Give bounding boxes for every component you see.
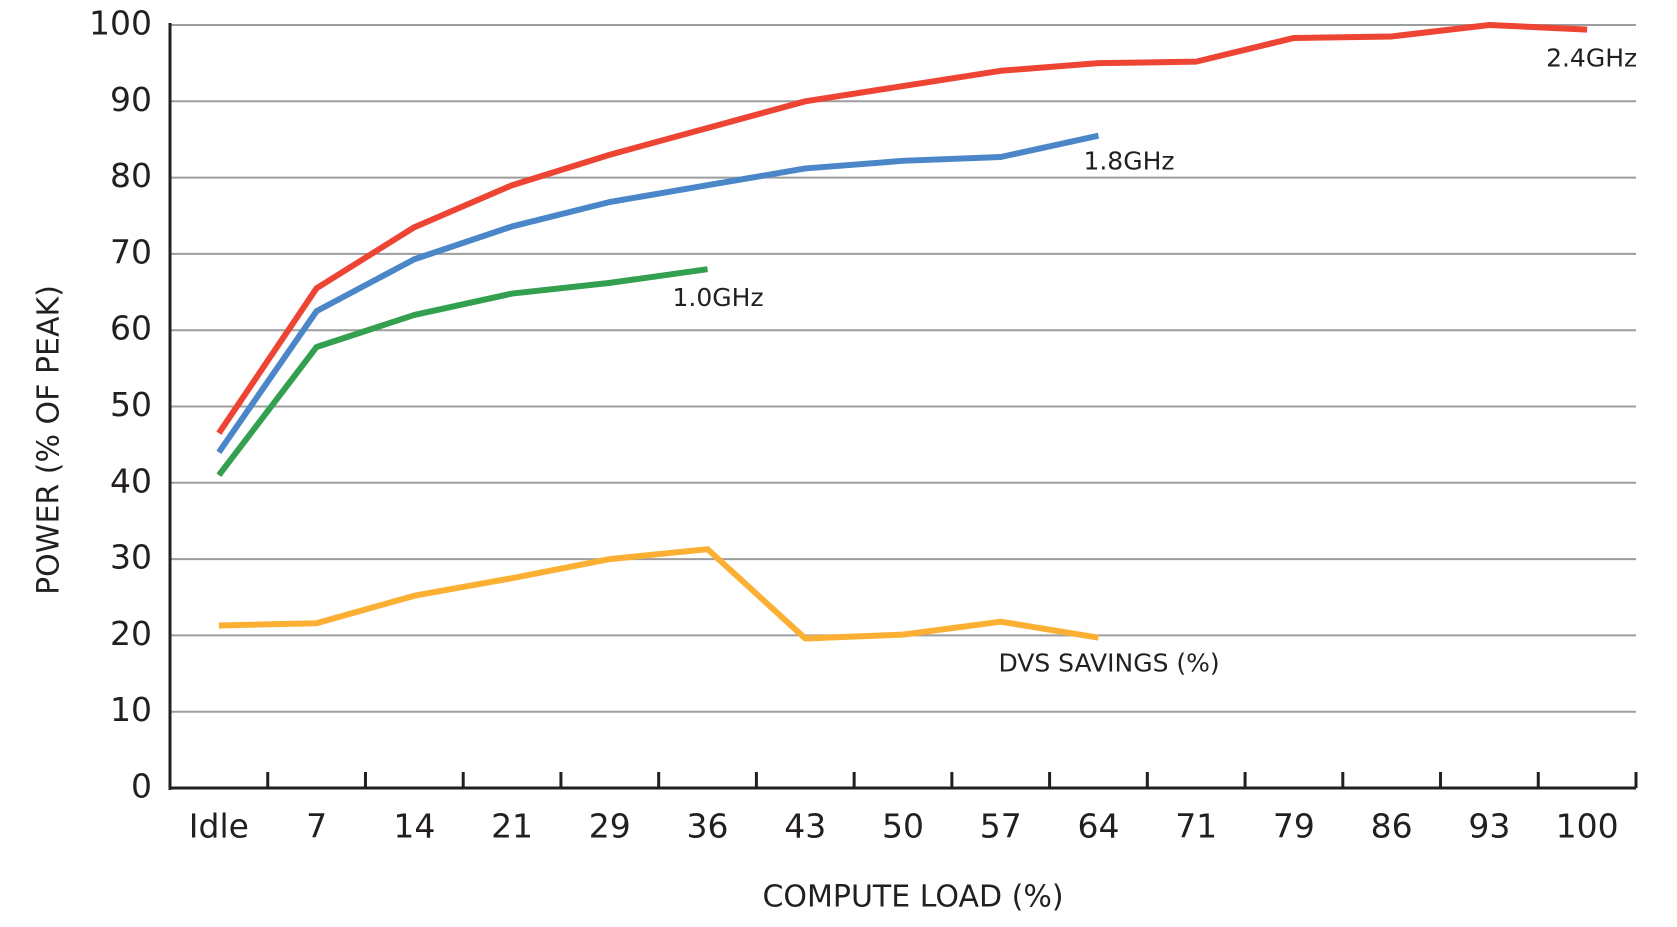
x-tick-label: 86 [1371, 807, 1413, 846]
y-tick-label: 100 [89, 4, 152, 43]
series-line [216, 22, 1588, 435]
series-label: 1.8GHz [1083, 147, 1174, 176]
x-tick-label: 57 [980, 807, 1022, 846]
y-tick-label: 0 [131, 767, 152, 806]
series-label: 2.4GHz [1546, 44, 1637, 73]
y-tick-label: 30 [110, 538, 152, 577]
series-label: 1.0GHz [673, 283, 764, 312]
x-tick-label: 93 [1468, 807, 1510, 846]
series-line [218, 546, 1099, 642]
x-tick-label: 64 [1077, 807, 1119, 846]
y-tick-label: 40 [110, 461, 152, 500]
x-tick-label: 71 [1175, 807, 1217, 846]
y-tick-label: 90 [110, 80, 152, 119]
y-tick-label: 60 [110, 309, 152, 348]
x-tick-label: 36 [687, 807, 729, 846]
x-tick-label: 14 [393, 807, 435, 846]
y-tick-label: 20 [110, 614, 152, 653]
y-axis-title: POWER (% OF PEAK) [32, 285, 67, 595]
x-axis-title: COMPUTE LOAD (%) [762, 880, 1063, 915]
x-tick-label: 100 [1556, 807, 1619, 846]
y-tick-label: 10 [110, 690, 152, 729]
x-tick-label: 29 [589, 807, 631, 846]
x-tick-label: Idle [189, 807, 249, 846]
series-label: DVS SAVINGS (%) [998, 649, 1219, 678]
y-tick-label: 70 [110, 232, 152, 271]
x-tick-label: 43 [784, 807, 826, 846]
y-tick-label: 50 [110, 385, 152, 424]
series-line [216, 266, 708, 477]
x-tick-label: 21 [491, 807, 533, 846]
x-tick-label: 79 [1273, 807, 1315, 846]
x-tick-label: 50 [882, 807, 924, 846]
series-line [216, 132, 1100, 454]
x-tick-label: 7 [306, 807, 327, 846]
y-tick-label: 80 [110, 156, 152, 195]
